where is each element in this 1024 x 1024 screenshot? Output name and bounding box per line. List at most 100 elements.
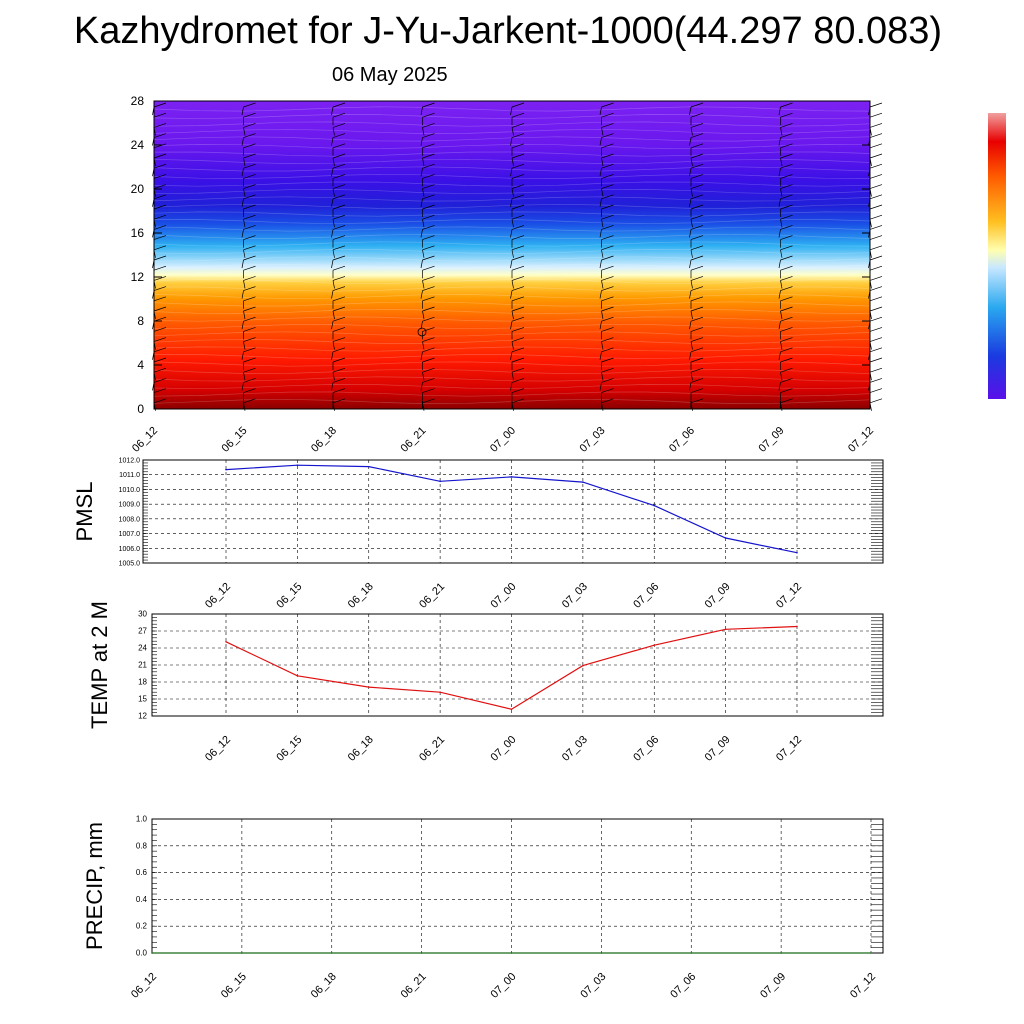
- wind-barb-flag: [601, 378, 614, 383]
- wind-barb-staff: [689, 351, 692, 360]
- wind-barb-staff: [420, 229, 423, 238]
- y-tick-label: 18: [138, 678, 147, 687]
- wind-barb-staff: [780, 310, 783, 320]
- wind-barb-staff: [420, 137, 423, 146]
- wind-barb-staff: [241, 229, 244, 238]
- wind-barb-flag: [690, 276, 704, 281]
- wind-barb-flag: [601, 143, 614, 149]
- wind-barb-flag: [422, 327, 435, 332]
- wind-barb-flag: [601, 133, 614, 138]
- wind-barb-flag: [243, 337, 256, 342]
- wind-barb-staff: [241, 137, 244, 146]
- wind-barb-flag: [243, 225, 256, 230]
- contour-line: [153, 203, 871, 209]
- wind-barb-flag: [511, 296, 525, 302]
- wind-barb-staff: [422, 280, 425, 289]
- wind-barb-staff: [778, 321, 781, 330]
- wind-barb-flag: [690, 184, 704, 189]
- wind-barb-flag: [422, 378, 435, 383]
- wind-barb-flag: [243, 316, 256, 322]
- y-tick-label: 1011.0: [119, 472, 140, 479]
- wind-barb-flag: [332, 102, 346, 108]
- wind-barb-flag: [511, 204, 525, 210]
- wind-barb-staff: [599, 137, 602, 146]
- wind-barb-flag: [690, 327, 704, 332]
- wind-barb-flag: [153, 214, 167, 220]
- contour-line: [153, 128, 871, 134]
- wind-barb-staff: [332, 219, 335, 228]
- wind-barb-flag: [690, 296, 704, 302]
- x-tick-label: 07_00: [489, 971, 519, 1001]
- wind-barb-staff: [420, 259, 423, 269]
- wind-barb-staff: [332, 157, 335, 167]
- pmsl-data-point: [510, 476, 513, 478]
- wind-barb-flag: [332, 367, 346, 373]
- wind-barb-flag: [869, 367, 883, 373]
- wind-barb-staff: [420, 168, 423, 177]
- wind-barb-staff: [331, 259, 334, 269]
- temp-data-point: [724, 628, 727, 631]
- wind-barb-flag: [690, 357, 704, 363]
- y-tick-label: 0.0: [136, 949, 148, 958]
- wind-barb-flag: [422, 214, 435, 220]
- wind-barb-flag: [690, 194, 704, 200]
- wind-barb-flag: [601, 265, 614, 271]
- x-tick-label: 07_12: [774, 734, 804, 764]
- wind-barb-flag: [153, 306, 167, 312]
- wind-barb-flag: [690, 102, 704, 108]
- wind-barb-flag: [422, 286, 435, 291]
- wind-barb-flag: [422, 123, 435, 128]
- wind-barb-flag: [511, 306, 525, 312]
- wind-barb-staff: [510, 168, 513, 177]
- wind-barb-flag: [869, 276, 883, 281]
- wind-barb-staff: [511, 219, 514, 228]
- temp-data-point: [439, 691, 441, 693]
- wind-barb-flag: [243, 245, 256, 251]
- wind-barb-flag: [601, 276, 614, 281]
- wind-barb-flag: [422, 225, 435, 230]
- wind-barb-flag: [780, 214, 793, 220]
- wind-barb-staff: [243, 188, 246, 197]
- wind-barb-flag: [869, 378, 883, 383]
- wind-barb-flag: [332, 112, 346, 118]
- wind-barb-flag: [780, 327, 793, 332]
- wind-barb-flag: [153, 347, 167, 353]
- wind-barb-flag: [153, 163, 167, 169]
- wind-barb-staff: [601, 157, 604, 167]
- wind-barb-flag: [153, 378, 167, 383]
- wind-barb-staff: [689, 198, 692, 207]
- y-tick-label: 8: [137, 314, 144, 328]
- y-tick-label: 24: [131, 138, 145, 152]
- wind-barb-flag: [869, 327, 883, 332]
- wind-barb-flag: [869, 194, 883, 200]
- x-tick-label: 07_00: [489, 581, 519, 611]
- wind-barb-flag: [780, 123, 793, 128]
- wind-barb-staff: [690, 249, 693, 258]
- wind-barb-flag: [332, 296, 346, 302]
- wind-barb-staff: [778, 106, 781, 116]
- wind-barb-flag: [780, 388, 793, 393]
- wind-barb-flag: [153, 255, 167, 261]
- wind-barb-staff: [243, 249, 246, 258]
- wind-barb-staff: [601, 219, 604, 228]
- wind-barb-flag: [869, 347, 883, 353]
- wind-barb-flag: [869, 255, 883, 261]
- wind-barb-staff: [422, 188, 425, 197]
- wind-barb-staff: [241, 168, 244, 177]
- wind-barb-staff: [780, 188, 783, 197]
- wind-barb-flag: [511, 112, 525, 118]
- wind-barb-staff: [511, 341, 514, 350]
- wind-barb-flag: [422, 276, 435, 281]
- wind-barb-staff: [422, 219, 425, 228]
- wind-barb-flag: [332, 286, 346, 291]
- wind-barb-flag: [153, 367, 167, 373]
- wind-barb-flag: [422, 245, 435, 251]
- wind-barb-staff: [510, 229, 513, 238]
- wind-barb-flag: [511, 153, 525, 159]
- wind-barb-flag: [422, 255, 435, 261]
- wind-barb-staff: [511, 280, 514, 289]
- y-tick-label: 1006.0: [119, 546, 141, 553]
- wind-barb-staff: [601, 372, 604, 381]
- wind-barb-flag: [332, 337, 346, 342]
- wind-barb-flag: [690, 133, 704, 138]
